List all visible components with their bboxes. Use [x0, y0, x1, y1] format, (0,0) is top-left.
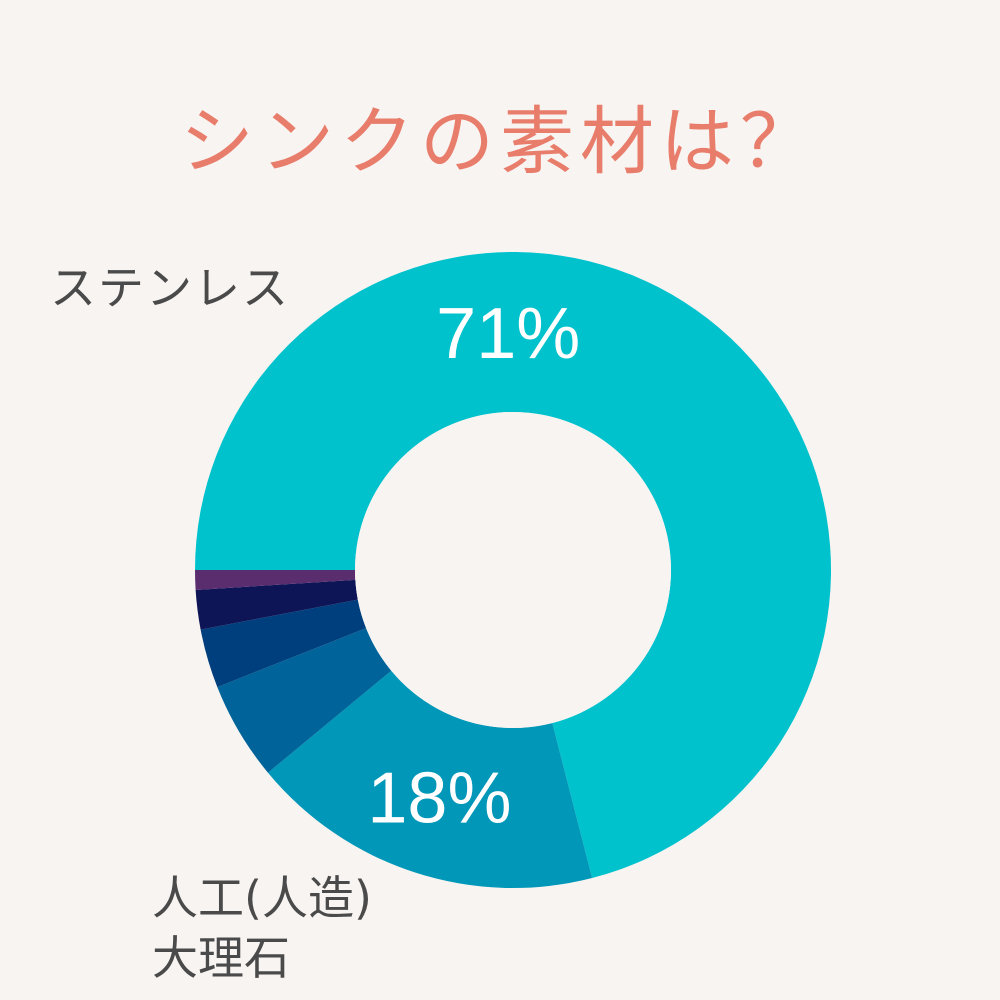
- slice-4: [195, 579, 358, 630]
- slice-0: [195, 251, 831, 879]
- slice-3: [200, 599, 367, 688]
- slice-5: [195, 570, 356, 590]
- slice-label-artificial-line1: 人工(人造): [152, 871, 372, 925]
- slice-1: [267, 670, 593, 888]
- slice-label-artificial-line2: 大理石: [152, 931, 290, 985]
- slice-label-artificial-marble: 人工(人造) 大理石: [152, 868, 372, 988]
- slice-2: [217, 628, 392, 773]
- slice-group: [195, 251, 831, 888]
- value-label-group: 71% 18%: [367, 294, 580, 838]
- chart-title: シンクの素材は？: [180, 99, 820, 185]
- value-label-0: 71%: [436, 294, 580, 374]
- value-label-1: 18%: [367, 758, 511, 838]
- donut-hole: [355, 412, 671, 728]
- slice-label-stainless: ステンレス: [50, 261, 290, 315]
